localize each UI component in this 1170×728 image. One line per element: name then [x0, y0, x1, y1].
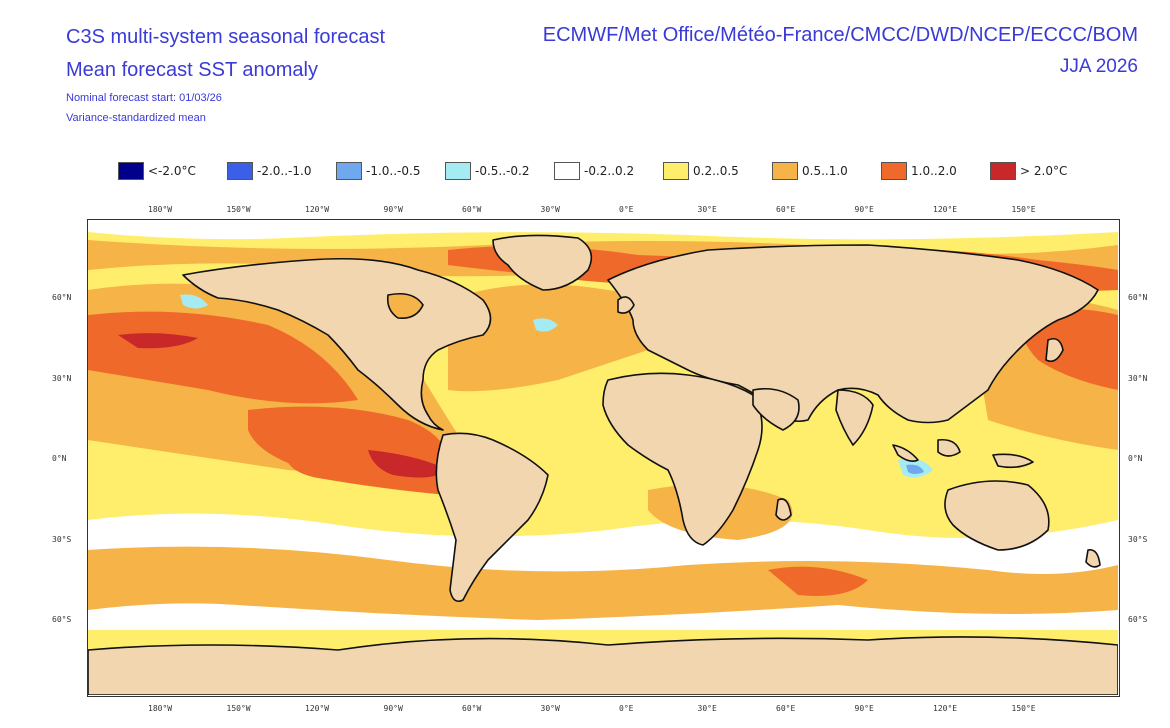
lat-tick: 30°S — [1128, 535, 1148, 544]
lon-tick: 90°W — [383, 704, 403, 713]
land-antarctica — [88, 636, 1118, 695]
sst-anomaly-map — [87, 219, 1120, 697]
lon-tick: 60°W — [462, 205, 482, 214]
lat-tick: 60°S — [1128, 615, 1148, 624]
land-sumatra — [892, 444, 919, 462]
forecast-start-label: Nominal forecast start: 01/03/26 — [66, 92, 222, 104]
lon-tick: 60°E — [776, 205, 796, 214]
land-south-america — [435, 432, 549, 603]
legend-swatch — [663, 162, 689, 180]
land-borneo — [937, 438, 961, 457]
lon-tick: 150°E — [1011, 205, 1036, 214]
method-label: Variance-standardized mean — [66, 112, 206, 124]
title-line2: Mean forecast SST anomaly — [66, 59, 318, 81]
lat-tick: 30°N — [52, 374, 72, 383]
anomaly-cool-alaska — [180, 294, 208, 309]
anomaly-cool-indo-core — [906, 464, 924, 474]
anomaly-strong-sindian — [768, 566, 868, 596]
legend-swatch — [772, 162, 798, 180]
anomaly-cool-natl — [533, 318, 558, 332]
land-africa — [602, 372, 763, 546]
lat-tick: 60°N — [52, 293, 72, 302]
lon-tick: 120°E — [933, 205, 958, 214]
lat-tick: 30°S — [52, 535, 72, 544]
anomaly-core-enso — [368, 450, 448, 478]
lon-tick: 180°W — [148, 704, 173, 713]
lon-tick: 90°W — [383, 205, 403, 214]
lon-tick: 60°W — [462, 704, 482, 713]
lon-tick: 30°W — [540, 205, 560, 214]
lon-tick: 0°E — [619, 704, 634, 713]
land-new-zealand — [1085, 548, 1101, 568]
legend-swatch — [554, 162, 580, 180]
legend-label: 0.5..1.0 — [802, 164, 848, 178]
lat-tick: 0°N — [1128, 454, 1143, 463]
lon-tick: 30°E — [697, 704, 717, 713]
lat-tick: 0°N — [52, 454, 67, 463]
lon-tick: 150°W — [226, 205, 251, 214]
land-india — [835, 389, 874, 446]
lon-tick: 180°W — [148, 205, 173, 214]
lon-tick: 60°E — [776, 704, 796, 713]
title-line1: C3S multi-system seasonal forecast — [66, 26, 386, 48]
lon-tick: 90°E — [854, 704, 874, 713]
lon-tick: 30°W — [540, 704, 560, 713]
legend-swatch — [118, 162, 144, 180]
land-arabia — [752, 387, 800, 431]
map-svg — [88, 220, 1118, 695]
anomaly-band-southern — [88, 546, 1118, 620]
anomaly-core-npac — [118, 333, 198, 349]
lon-tick: 150°E — [1011, 704, 1036, 713]
lat-tick: 30°N — [1128, 374, 1148, 383]
legend-label: -0.2..0.2 — [584, 164, 635, 178]
land-eurasia — [607, 244, 1099, 424]
lon-tick: 30°E — [697, 205, 717, 214]
lon-tick: 120°W — [305, 205, 330, 214]
season-label: JJA 2026 — [1059, 56, 1138, 77]
lon-tick: 120°E — [933, 704, 958, 713]
legend-label: 0.2..0.5 — [693, 164, 739, 178]
legend-label: -2.0..-1.0 — [257, 164, 312, 178]
legend-swatch — [445, 162, 471, 180]
legend-swatch — [990, 162, 1016, 180]
land-madagascar — [775, 498, 792, 521]
anomaly-strong-eq — [286, 445, 456, 495]
water-hudson-bay — [386, 292, 424, 320]
legend-label: > 2.0°C — [1020, 164, 1068, 178]
landmasses — [88, 234, 1118, 695]
lon-tick: 0°E — [619, 205, 634, 214]
land-australia — [944, 480, 1050, 551]
lon-tick: 120°W — [305, 704, 330, 713]
lon-tick: 150°W — [226, 704, 251, 713]
land-greenland — [492, 234, 593, 291]
legend-label: 1.0..2.0 — [911, 164, 957, 178]
lon-tick: 90°E — [854, 205, 874, 214]
anomaly-neutral-north — [88, 220, 1118, 240]
lat-tick: 60°N — [1128, 293, 1148, 302]
land-new-guinea — [992, 453, 1034, 469]
legend-label: -0.5..-0.2 — [475, 164, 530, 178]
lat-tick: 60°S — [52, 615, 72, 624]
centres-label: ECMWF/Met Office/Météo-France/CMCC/DWD/N… — [542, 24, 1138, 46]
legend-swatch — [881, 162, 907, 180]
legend-label: -1.0..-0.5 — [366, 164, 421, 178]
land-uk — [617, 296, 635, 314]
legend-swatch — [336, 162, 362, 180]
land-japan — [1045, 337, 1064, 363]
legend-label: <-2.0°C — [148, 164, 196, 178]
legend-swatch — [227, 162, 253, 180]
